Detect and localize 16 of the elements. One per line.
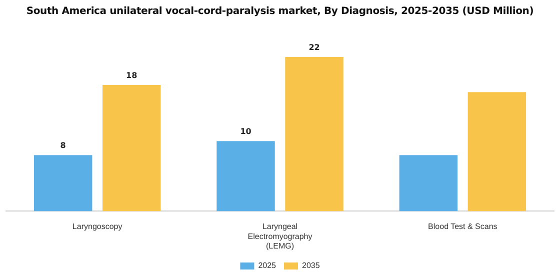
chart-title: South America unilateral vocal-cord-paralysis market, By Diagnosis, 2025-2035 (USD Million) [25, 5, 535, 19]
data-label: 8 [60, 141, 66, 150]
data-label: 18 [126, 71, 138, 80]
bar [468, 92, 526, 212]
bar [399, 155, 458, 212]
bar [34, 155, 92, 212]
bar [102, 85, 161, 212]
x-tick-label: Blood Test & Scans [428, 222, 498, 232]
data-label: 22 [308, 43, 320, 52]
bar [216, 141, 275, 212]
data-label: 10 [240, 127, 252, 136]
x-tick-label: Laryngeal Electromyography (LEMG) [248, 222, 312, 250]
x-tick-label: Laryngoscopy [72, 222, 122, 232]
legend-label: 2025 [258, 261, 277, 270]
legend-label: 2035 [302, 261, 320, 270]
bar [285, 57, 344, 212]
